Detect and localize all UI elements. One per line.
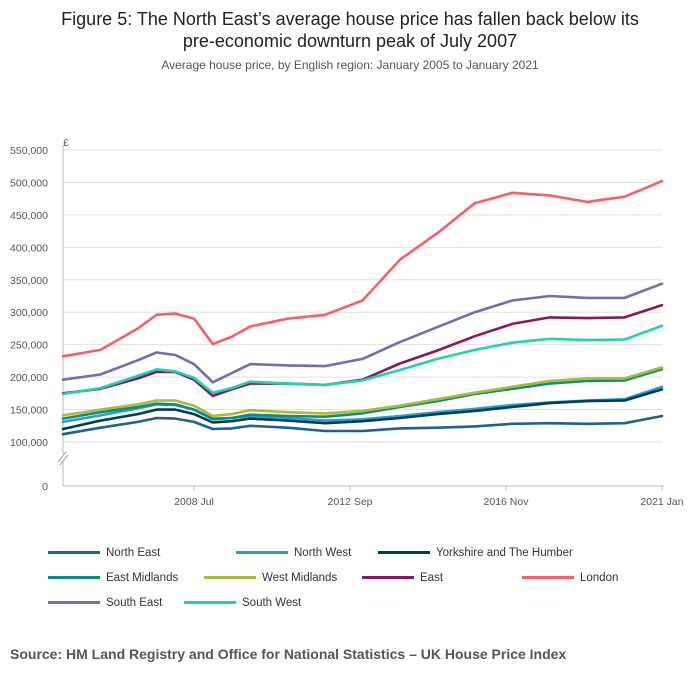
axis-break-mark [59, 454, 69, 466]
legend-item-east[interactable]: East [362, 572, 522, 584]
legend-swatch-east [362, 576, 414, 579]
chart-title-line-2: pre-economic downturn peak of July 2007 [182, 31, 518, 51]
y-tick-label: 200,000 [10, 372, 48, 384]
legend-item-london[interactable]: London [522, 572, 618, 584]
legend-item-west-midlands[interactable]: West Midlands [204, 572, 362, 584]
y-tick-label: 100,000 [10, 437, 48, 449]
series-line-yorkshire-and-the-humber [61, 388, 664, 431]
legend-label-east: East [420, 571, 444, 584]
axis-break-mark [57, 451, 67, 463]
legend-label-north-east: North East [106, 546, 161, 559]
legend-swatch-north-east [48, 551, 100, 554]
legend-swatch-yorkshire-and-the-humber [378, 551, 430, 554]
y-tick-label: 550,000 [10, 145, 48, 157]
y-tick-label: 150,000 [10, 405, 48, 417]
y-axis-label: £ [63, 137, 69, 149]
legend-item-south-east[interactable]: South East [48, 597, 184, 609]
x-tick-label: 2021 Jan [640, 496, 683, 508]
x-tick-label: 2008 Jul [174, 496, 214, 508]
legend-swatch-london [522, 576, 574, 579]
y-tick-label: 400,000 [10, 242, 48, 254]
legend-item-yorkshire-and-the-humber[interactable]: Yorkshire and The Humber [378, 547, 573, 559]
y-tick-label: 250,000 [10, 340, 48, 352]
legend-swatch-south-west [184, 601, 236, 604]
legend-label-north-west: North West [294, 546, 352, 559]
legend-label-east-midlands: East Midlands [106, 571, 179, 584]
chart-title: Figure 5: The North East’s average house… [0, 8, 700, 52]
legend: North East North West Yorkshire and The … [48, 540, 688, 615]
source-note: Source: HM Land Registry and Office for … [10, 646, 567, 662]
series-line-south-east [61, 282, 664, 384]
y-tick-label: 450,000 [10, 210, 48, 222]
series-line-north-east [61, 414, 664, 436]
legend-label-west-midlands: West Midlands [262, 571, 338, 584]
y-tick-label: 500,000 [10, 177, 48, 189]
legend-swatch-north-west [236, 551, 288, 554]
series-line-west-midlands [61, 366, 664, 418]
chart-title-line-1: Figure 5: The North East’s average house… [61, 9, 639, 29]
x-tick-label: 2016 Nov [484, 496, 530, 508]
y-tick-label: 300,000 [10, 307, 48, 319]
legend-item-north-west[interactable]: North West [236, 547, 378, 559]
legend-item-north-east[interactable]: North East [48, 547, 236, 559]
series-line-london [61, 179, 664, 358]
legend-swatch-east-midlands [48, 576, 100, 579]
series-line-south-west [61, 324, 664, 396]
legend-row-3: South East South West [48, 590, 688, 615]
x-tick-label: 2012 Sep [328, 496, 373, 508]
axis-break-mask [57, 454, 69, 462]
legend-item-south-west[interactable]: South West [184, 597, 301, 609]
legend-label-london: London [580, 571, 619, 584]
legend-label-south-east: South East [106, 596, 163, 609]
series-line-east-midlands [61, 367, 664, 421]
legend-row-1: North East North West Yorkshire and The … [48, 540, 688, 565]
y-tick-label: 0 [42, 481, 48, 493]
y-tick-label: 350,000 [10, 275, 48, 287]
chart-subtitle: Average house price, by English region: … [161, 58, 539, 72]
legend-swatch-west-midlands [204, 576, 256, 579]
legend-swatch-south-east [48, 601, 100, 604]
legend-label-yorkshire-and-the-humber: Yorkshire and The Humber [436, 546, 573, 559]
legend-label-south-west: South West [242, 596, 302, 609]
legend-item-east-midlands[interactable]: East Midlands [48, 572, 204, 584]
legend-row-2: East Midlands West Midlands East London [48, 565, 688, 590]
